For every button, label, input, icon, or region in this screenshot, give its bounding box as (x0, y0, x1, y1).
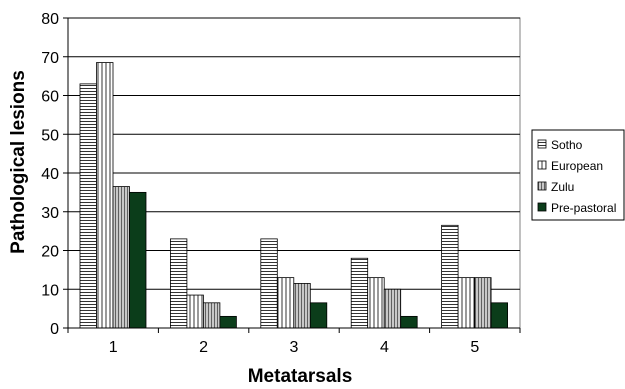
y-tick-labels: 0 10 20 30 40 50 60 70 80 (41, 11, 68, 338)
bar-pre-pastoral-1 (129, 191, 147, 329)
y-tick-label: 80 (41, 11, 59, 28)
legend: Sotho European Zulu Pre-pastoral (531, 129, 625, 221)
y-tick-label: 40 (41, 166, 59, 183)
x-axis-title: Metatarsals (248, 366, 353, 387)
bar-european-5 (457, 277, 476, 329)
bar-sotho-4 (350, 257, 369, 329)
legend-swatch-european (537, 160, 547, 170)
legend-box (531, 129, 625, 221)
bar-sotho-1 (79, 83, 97, 329)
bar-sotho-5 (441, 224, 459, 329)
bar-zulu-4 (383, 288, 402, 329)
bar-pre-pastoral-3 (309, 302, 328, 329)
legend-label-pre-pastoral: Pre-pastoral (551, 201, 616, 215)
y-axis-title: Pathological lesions (8, 70, 29, 254)
legend-label-zulu: Zulu (551, 180, 574, 194)
bar-zulu-5 (474, 277, 492, 329)
bar-zulu-1 (112, 186, 130, 329)
legend-label-european: European (551, 159, 603, 173)
bar-european-1 (96, 62, 114, 329)
y-tick-label: 0 (50, 321, 59, 338)
bar-european-2 (186, 294, 204, 329)
x-tick-label: 4 (380, 339, 389, 356)
x-tick-label: 5 (470, 339, 479, 356)
y-tick-label: 70 (41, 50, 59, 67)
bar-pre-pastoral-5 (490, 302, 509, 329)
bar-zulu-3 (293, 283, 311, 329)
x-tick-label: 2 (199, 339, 208, 356)
x-tick-labels: 1 2 3 4 5 (67, 328, 521, 356)
bar-sotho-3 (260, 238, 278, 329)
y-tick-label: 50 (41, 127, 59, 144)
y-tick-label: 20 (41, 244, 59, 261)
y-tick-label: 10 (41, 282, 59, 299)
bars (79, 62, 509, 329)
bar-pre-pastoral-2 (219, 315, 237, 329)
y-tick-label: 60 (41, 89, 59, 106)
bar-zulu-2 (202, 302, 221, 329)
bar-european-3 (276, 277, 295, 329)
x-tick-label: 3 (290, 339, 299, 356)
bar-pre-pastoral-4 (400, 315, 418, 329)
bar-sotho-2 (169, 238, 188, 329)
bar-european-4 (367, 277, 385, 329)
legend-swatch-sotho (537, 139, 547, 149)
legend-swatch-zulu (537, 181, 547, 191)
legend-label-sotho: Sotho (551, 138, 583, 152)
y-tick-label: 30 (41, 205, 59, 222)
x-tick-label: 1 (109, 339, 118, 356)
legend-swatch-pre-pastoral (537, 202, 547, 212)
